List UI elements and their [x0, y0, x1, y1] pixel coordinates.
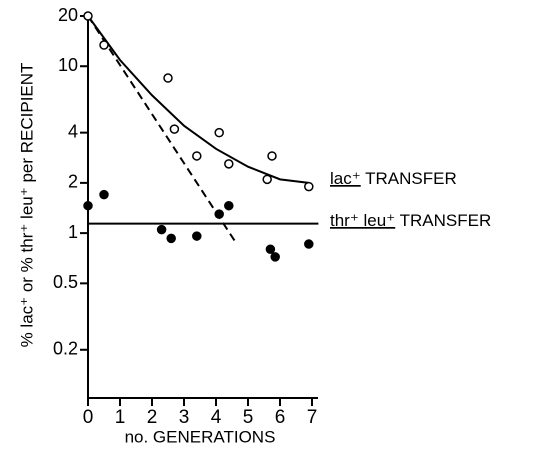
x-tick-label: 1	[115, 407, 126, 428]
open-point	[304, 181, 314, 192]
filled-point	[214, 209, 224, 219]
x-tick-label: 7	[307, 407, 318, 428]
annotation: thr⁺ leu⁺ TRANSFER	[330, 211, 491, 230]
open-point	[169, 124, 180, 134]
open-point	[99, 40, 109, 50]
filled-point	[192, 231, 202, 241]
x-tick-label: 2	[147, 407, 158, 428]
x-tick-label: 4	[211, 407, 222, 428]
y-tick-label: 0.2	[53, 339, 78, 359]
y-axis-label: % lac⁺ or % thr⁺ leu⁺ per RECIPIENT	[17, 63, 36, 348]
filled-point	[224, 200, 234, 211]
annotation-genes: lac⁺	[330, 169, 361, 188]
filled-point	[156, 224, 167, 235]
x-tick-label: 5	[243, 407, 254, 428]
y-tick-label: 1	[68, 222, 78, 242]
filled-point	[166, 233, 176, 244]
annotation: lac⁺ TRANSFER	[330, 169, 457, 188]
y-tick-label: 20	[58, 5, 78, 25]
annotation-text: TRANSFER	[400, 211, 492, 230]
filled-point	[265, 244, 276, 255]
x-axis-label: no. GENERATIONS	[125, 427, 276, 446]
y-tick-label: 0.5	[53, 272, 78, 292]
open-point	[224, 159, 234, 169]
filled-point	[83, 200, 93, 211]
open-point	[214, 127, 224, 138]
fit-line	[87, 15, 309, 184]
filled-point	[270, 252, 280, 262]
x-tick-label: 6	[275, 407, 286, 428]
open-point	[83, 11, 93, 21]
open-point	[262, 174, 272, 185]
annotation-genes: thr⁺ leu⁺	[330, 211, 395, 230]
open-point	[267, 151, 277, 161]
fit-line	[87, 15, 238, 245]
filled-point	[304, 239, 314, 249]
annotation-text: TRANSFER	[365, 169, 457, 188]
x-tick-label: 0	[83, 407, 94, 428]
y-tick-label: 2	[68, 172, 78, 192]
y-tick-label: 10	[58, 55, 78, 75]
x-tick-label: 3	[179, 407, 190, 428]
open-point	[163, 73, 173, 83]
y-tick-label: 4	[68, 121, 78, 141]
open-point	[192, 151, 202, 161]
filled-point	[99, 189, 109, 200]
